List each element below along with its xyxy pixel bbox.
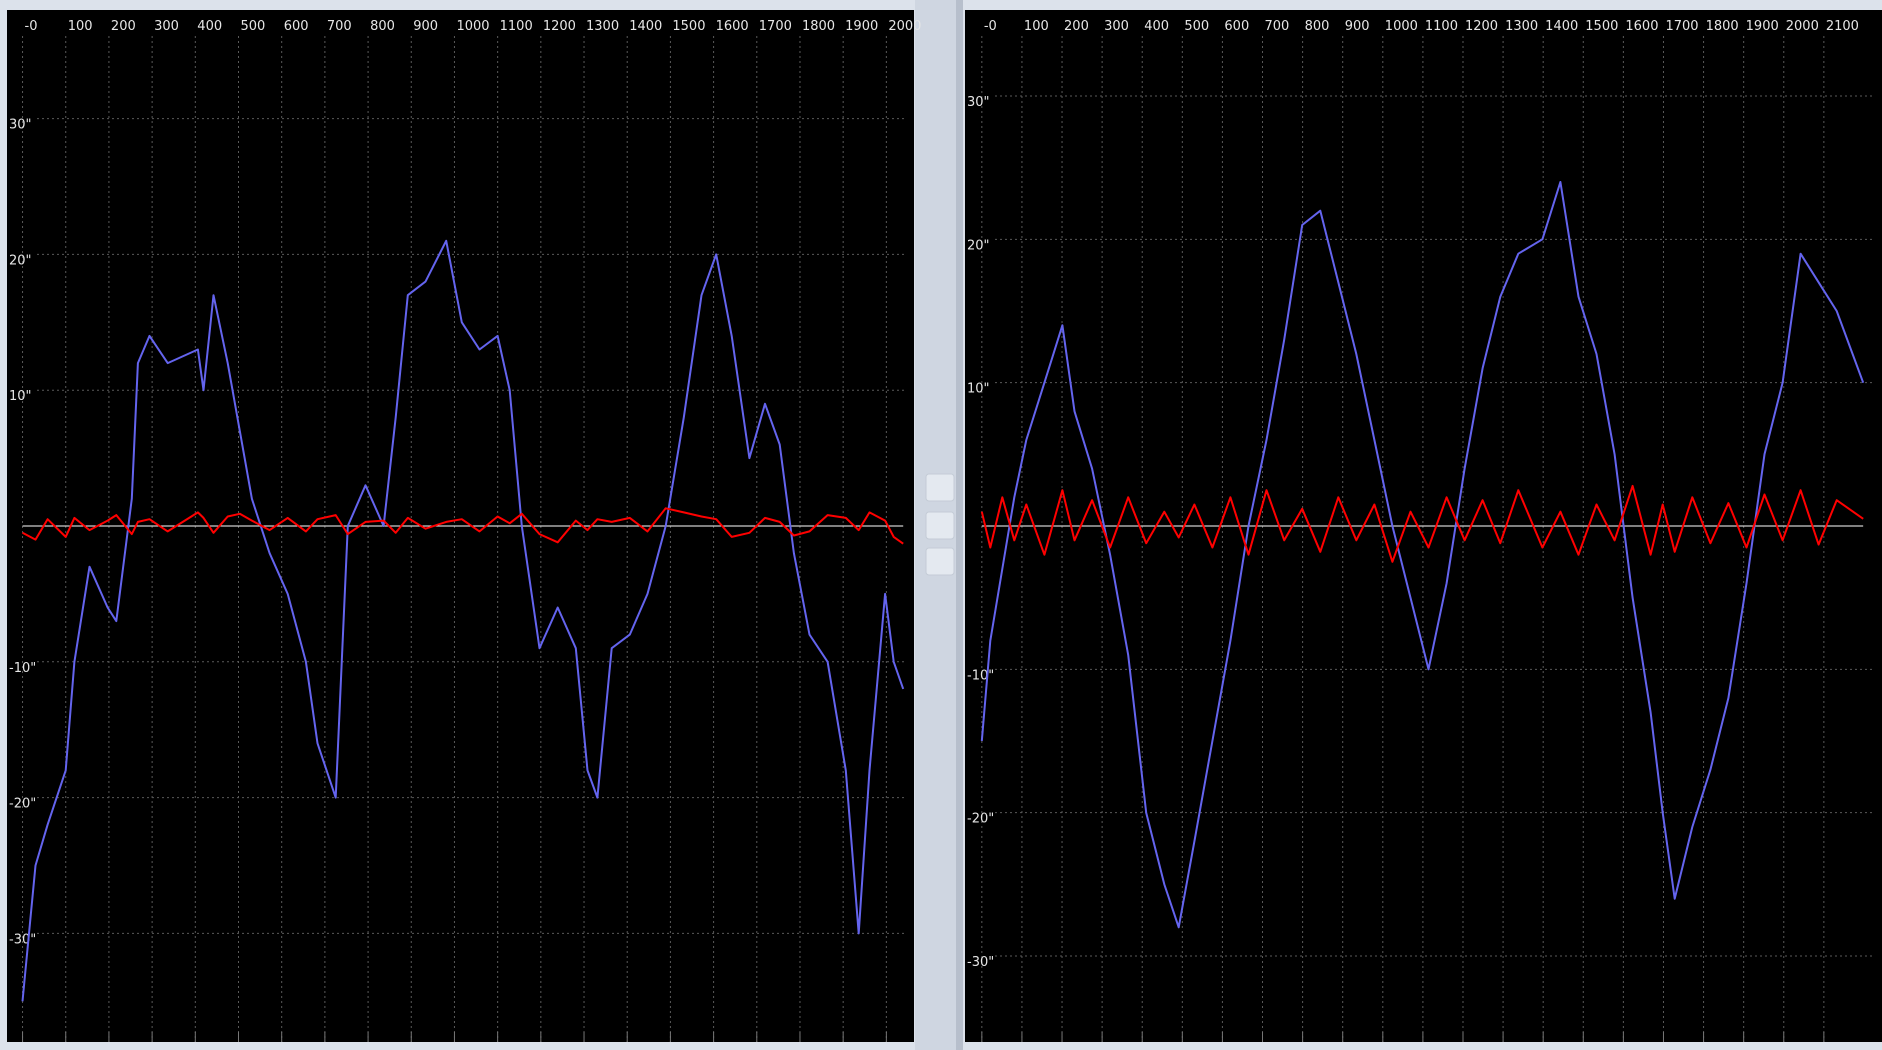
x-tick-label: 1000: [1385, 19, 1418, 34]
x-tick-label: 500: [1184, 19, 1209, 34]
x-tick-label: 700: [1265, 19, 1290, 34]
x-tick-label: 1200: [1465, 19, 1498, 34]
x-tick-label: 600: [1224, 19, 1249, 34]
x-tick-label: 100: [1024, 19, 1049, 34]
x-tick-label: 1700: [1665, 19, 1698, 34]
y-tick-label: 20": [9, 253, 32, 268]
x-tick-label: 700: [327, 19, 352, 34]
x-tick-label: 1000: [456, 19, 489, 34]
y-tick-label: -20": [9, 797, 36, 812]
y-tick-label: -30": [967, 955, 994, 970]
x-tick-label: 1300: [1505, 19, 1538, 34]
y-tick-label: -10": [967, 668, 994, 683]
x-tick-label: 600: [284, 19, 309, 34]
x-tick-label: 2000: [1786, 19, 1819, 34]
y-tick-label: 10": [9, 389, 32, 404]
series-line: [980, 484, 1864, 563]
x-tick-label: 1500: [672, 19, 705, 34]
x-tick-label: -0: [984, 19, 997, 34]
button[interactable]: [925, 547, 955, 576]
splitter-edge: [956, 0, 963, 1050]
x-tick-label: 300: [154, 19, 179, 34]
x-tick-label: 200: [1064, 19, 1089, 34]
x-tick-label: 100: [68, 19, 93, 34]
y-tick-label: 10": [967, 382, 990, 397]
x-tick-label: 800: [370, 19, 395, 34]
x-tick-label: 400: [1144, 19, 1169, 34]
x-tick-label: -0: [25, 19, 38, 34]
x-tick-label: 1900: [845, 19, 878, 34]
y-tick-label: 30": [967, 95, 990, 110]
button[interactable]: [925, 473, 955, 502]
x-tick-label: 1200: [543, 19, 576, 34]
y-tick-label: -30": [9, 932, 36, 947]
x-tick-label: 900: [413, 19, 438, 34]
y-tick-label: 30": [9, 118, 32, 133]
x-tick-label: 900: [1345, 19, 1370, 34]
y-tick-label: -20": [967, 812, 994, 827]
series-line: [980, 181, 1865, 929]
y-tick-label: 20": [967, 238, 990, 253]
x-tick-label: 400: [197, 19, 222, 34]
x-tick-label: 1700: [759, 19, 792, 34]
x-tick-label: 1500: [1585, 19, 1618, 34]
x-tick-label: 800: [1305, 19, 1330, 34]
series-line: [22, 507, 904, 545]
x-tick-label: 1600: [1625, 19, 1658, 34]
x-tick-label: 1100: [500, 19, 533, 34]
y-tick-label: -10": [9, 661, 36, 676]
x-tick-label: 1900: [1746, 19, 1779, 34]
x-tick-label: 1400: [1545, 19, 1578, 34]
button[interactable]: [925, 511, 955, 540]
series-line: [21, 239, 905, 1002]
x-tick-label: 2100: [1826, 19, 1859, 34]
x-tick-label: 2000: [888, 19, 921, 34]
x-tick-label: 1400: [629, 19, 662, 34]
x-tick-label: 1300: [586, 19, 619, 34]
x-tick-label: 300: [1104, 19, 1129, 34]
x-tick-label: 1600: [716, 19, 749, 34]
x-tick-label: 200: [111, 19, 136, 34]
x-tick-label: 1800: [1706, 19, 1739, 34]
x-tick-label: 500: [241, 19, 266, 34]
x-tick-label: 1800: [802, 19, 835, 34]
x-tick-label: 1100: [1425, 19, 1458, 34]
